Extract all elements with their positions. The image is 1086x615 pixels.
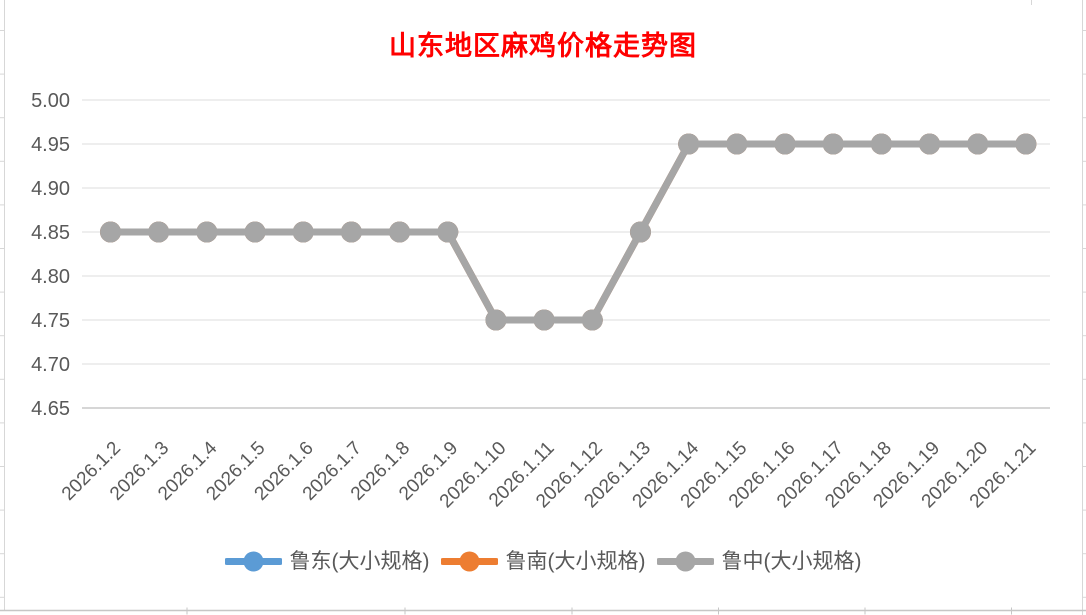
data-point-marker <box>774 133 796 155</box>
data-point-marker <box>870 133 892 155</box>
chart-title: 山东地区麻鸡价格走势图 <box>389 31 697 62</box>
data-point-marker <box>340 221 362 243</box>
legend-item-luzhong: 鲁中(大小规格) <box>656 550 862 573</box>
data-point-marker <box>437 221 459 243</box>
x-axis-labels: 2026.1.22026.1.32026.1.42026.1.52026.1.6… <box>58 437 1041 512</box>
legend-item-lunan: 鲁南(大小规格) <box>440 550 646 573</box>
data-point-marker <box>726 133 748 155</box>
legend-line-marker-icon <box>440 551 498 572</box>
data-point-marker <box>100 221 121 243</box>
data-point-marker <box>389 221 411 243</box>
y-tick-label: 4.65 <box>31 398 70 420</box>
legend-label-ludong: 鲁东(大小规格) <box>289 550 430 573</box>
data-point-marker <box>822 133 844 155</box>
data-point-marker <box>485 309 507 331</box>
data-point-marker <box>1015 133 1037 155</box>
y-tick-label: 4.90 <box>31 178 70 200</box>
series-line-2 <box>100 133 1037 331</box>
y-tick-label: 5.00 <box>31 90 70 112</box>
data-point-marker <box>196 221 218 243</box>
y-axis-labels: 5.00 4.95 4.90 4.85 4.80 4.75 4.70 4.65 <box>31 90 70 420</box>
legend-item-ludong: 鲁东(大小规格) <box>224 550 430 573</box>
data-point-marker <box>148 221 170 243</box>
data-point-marker <box>292 221 314 243</box>
y-tick-label: 4.80 <box>31 266 70 288</box>
legend-label-luzhong: 鲁中(大小规格) <box>721 550 862 573</box>
y-tick-label: 4.85 <box>31 222 70 244</box>
legend-label-lunan: 鲁南(大小规格) <box>505 550 646 573</box>
data-point-marker <box>629 221 651 243</box>
data-point-marker <box>678 133 700 155</box>
data-point-marker <box>533 309 555 331</box>
data-point-marker <box>581 309 603 331</box>
data-point-marker <box>967 133 989 155</box>
chart-legend: 鲁东(大小规格) 鲁南(大小规格) 鲁中(大小规格) <box>0 551 1086 572</box>
y-tick-label: 4.95 <box>31 134 70 156</box>
y-tick-label: 4.75 <box>31 310 70 332</box>
legend-line-marker-icon <box>224 551 282 572</box>
legend-line-marker-icon <box>656 551 714 572</box>
data-point-marker <box>244 221 266 243</box>
y-tick-label: 4.70 <box>31 354 70 376</box>
data-point-marker <box>919 133 941 155</box>
